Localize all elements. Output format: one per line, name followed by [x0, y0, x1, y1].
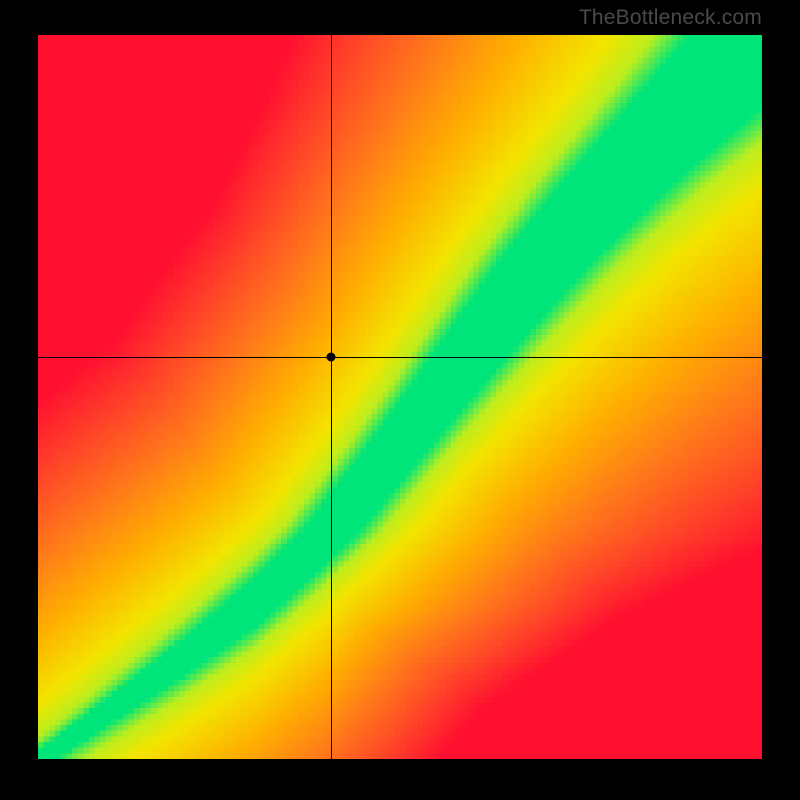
- crosshair-vertical: [331, 35, 332, 759]
- marker-dot: [327, 353, 336, 362]
- watermark-text: TheBottleneck.com: [579, 6, 762, 30]
- chart-frame: TheBottleneck.com: [0, 0, 800, 800]
- heatmap-canvas: [38, 35, 762, 759]
- crosshair-horizontal: [38, 357, 762, 358]
- plot-area: [38, 35, 762, 759]
